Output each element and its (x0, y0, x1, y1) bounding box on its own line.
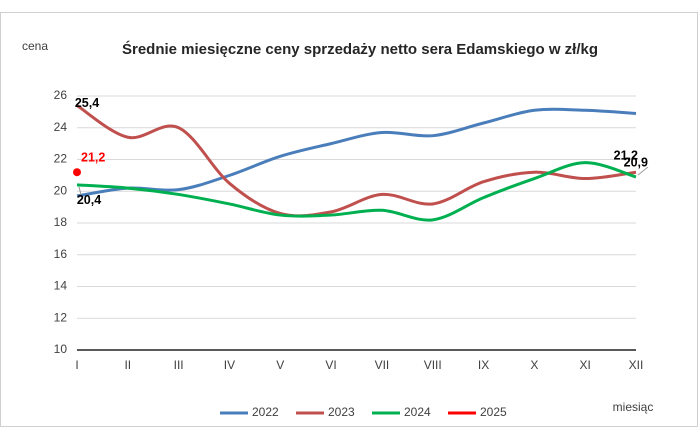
y-tick-label: 20 (54, 183, 68, 197)
x-tick-label: V (276, 358, 284, 372)
x-tick-label: III (174, 358, 184, 372)
chart-border (0, 12, 698, 427)
x-tick-label: X (530, 358, 538, 372)
x-tick-label: XI (580, 358, 591, 372)
legend-label: 2023 (328, 405, 355, 419)
y-tick-label: 16 (54, 247, 68, 261)
y-tick-label: 14 (54, 279, 68, 293)
series-point (73, 168, 81, 177)
series-line (76, 161, 637, 222)
x-axis-label: miesiąc (613, 400, 654, 414)
data-label: 20,4 (77, 193, 101, 207)
legend-label: 2024 (404, 405, 431, 419)
y-tick-label: 12 (54, 310, 68, 324)
y-tick-label: 26 (54, 88, 68, 102)
series-line (76, 104, 637, 218)
series-line (76, 107, 637, 198)
y-tick-label: 18 (54, 215, 68, 229)
x-tick-label: I (75, 358, 78, 372)
chart-title: Średnie miesięczne ceny sprzedaży netto … (122, 40, 598, 58)
y-axis-label: cena (22, 39, 48, 53)
data-label: 21,2 (81, 150, 105, 164)
x-tick-label: IV (224, 358, 235, 372)
leader-line (78, 186, 82, 196)
x-tick-label: IX (478, 358, 489, 372)
y-tick-label: 24 (54, 120, 68, 134)
legend-label: 2025 (480, 405, 507, 419)
data-label: 20,9 (624, 155, 648, 169)
y-tick-label: 22 (54, 152, 68, 166)
leader-line (637, 166, 649, 176)
data-label: 25,4 (75, 96, 99, 110)
x-tick-label: VI (325, 358, 336, 372)
x-tick-label: II (124, 358, 131, 372)
y-tick-label: 10 (54, 342, 68, 356)
legend-label: 2022 (252, 405, 279, 419)
x-tick-label: VIII (424, 358, 442, 372)
x-tick-label: XII (629, 358, 644, 372)
x-tick-label: VII (375, 358, 390, 372)
data-label: 21,2 (614, 148, 638, 162)
